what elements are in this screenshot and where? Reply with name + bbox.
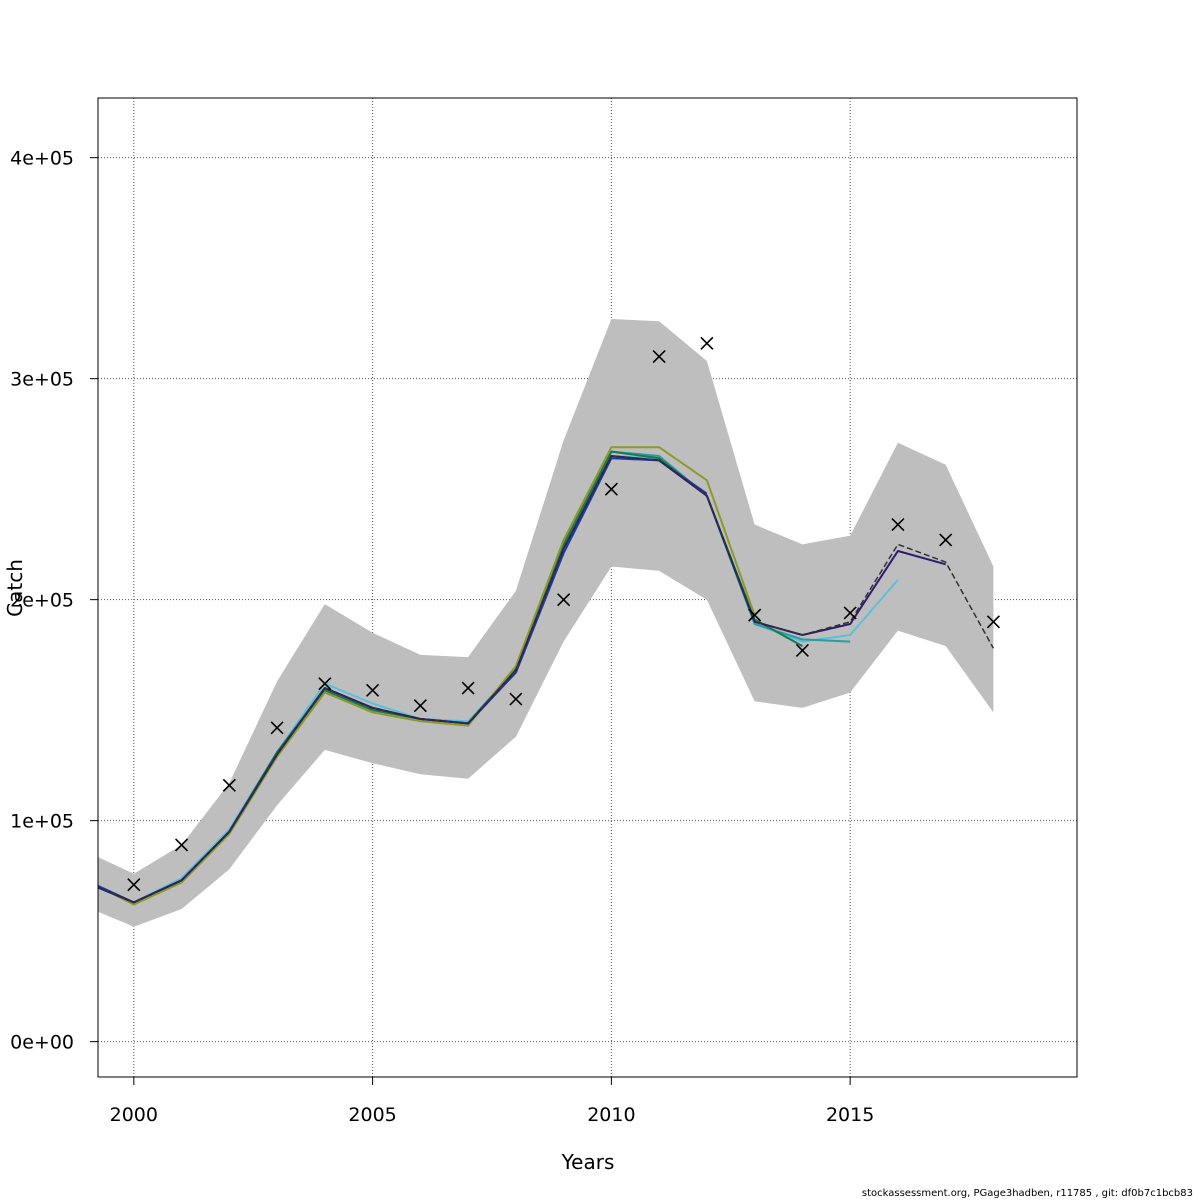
y-tick-label: 2e+05	[10, 590, 74, 612]
y-tick-label: 3e+05	[10, 369, 74, 391]
observed-point	[748, 608, 762, 622]
observed-point-stroke	[748, 608, 762, 622]
footer-attribution: stockassessment.org, PGage3hadben, r1178…	[861, 1188, 1193, 1199]
x-axis-label: Years	[561, 1150, 615, 1174]
observed-point	[127, 878, 141, 892]
observed-point	[843, 606, 857, 620]
observed-point-stroke	[413, 699, 427, 713]
x-tick-label: 2000	[110, 1104, 158, 1126]
observed-point-stroke	[222, 778, 236, 792]
observed-point	[222, 778, 236, 792]
observed-point-stroke	[795, 643, 809, 658]
observed-point	[939, 533, 953, 547]
x-tick-label: 2015	[826, 1104, 874, 1126]
observed-point-stroke	[652, 349, 666, 364]
y-axis-label: Catch	[3, 559, 27, 617]
observed-point	[318, 677, 332, 691]
observed-point	[795, 643, 809, 658]
observed-point	[366, 683, 380, 697]
observed-points-layer	[127, 336, 1000, 892]
observed-point-stroke	[175, 838, 189, 852]
plot-frame	[97, 97, 1078, 1078]
observed-point-stroke	[557, 593, 571, 607]
observed-point	[700, 336, 714, 350]
observed-point	[175, 838, 189, 852]
observed-point-stroke	[843, 606, 857, 620]
observed-point	[270, 721, 284, 735]
observed-point-stroke	[939, 533, 953, 547]
observed-point-stroke	[604, 482, 618, 496]
observed-point-stroke	[127, 878, 141, 892]
observed-point	[986, 615, 1000, 629]
observed-point-stroke	[461, 681, 475, 695]
y-tick-label: 0e+00	[10, 1032, 74, 1054]
observed-point	[891, 517, 905, 532]
observed-point	[604, 482, 618, 496]
observed-point-stroke	[366, 683, 380, 697]
observed-point-stroke	[891, 517, 905, 532]
observed-point	[461, 681, 475, 695]
observed-point	[509, 692, 523, 706]
confidence-band	[98, 319, 994, 927]
observed-point-stroke	[318, 677, 332, 691]
observed-point	[413, 699, 427, 713]
confidence-band-layer	[98, 319, 994, 927]
observed-point-stroke	[700, 336, 714, 350]
series-lines-layer	[98, 446, 995, 906]
x-tick-label: 2005	[348, 1104, 396, 1126]
observed-point	[652, 349, 666, 364]
x-tick-label: 2010	[587, 1104, 635, 1126]
observed-point-stroke	[509, 692, 523, 706]
observed-point-stroke	[270, 721, 284, 735]
observed-point-stroke	[986, 615, 1000, 629]
series-line-4	[98, 446, 756, 906]
series-line-7	[98, 455, 995, 904]
y-tick-label: 1e+05	[10, 811, 74, 833]
axis-ticks-layer: 2000 2005 2010 2015 0e+00 1e+05 2e+05 3e+05 4e+0…	[10, 148, 874, 1126]
observed-point	[557, 593, 571, 607]
y-tick-label: 4e+05	[10, 148, 74, 170]
